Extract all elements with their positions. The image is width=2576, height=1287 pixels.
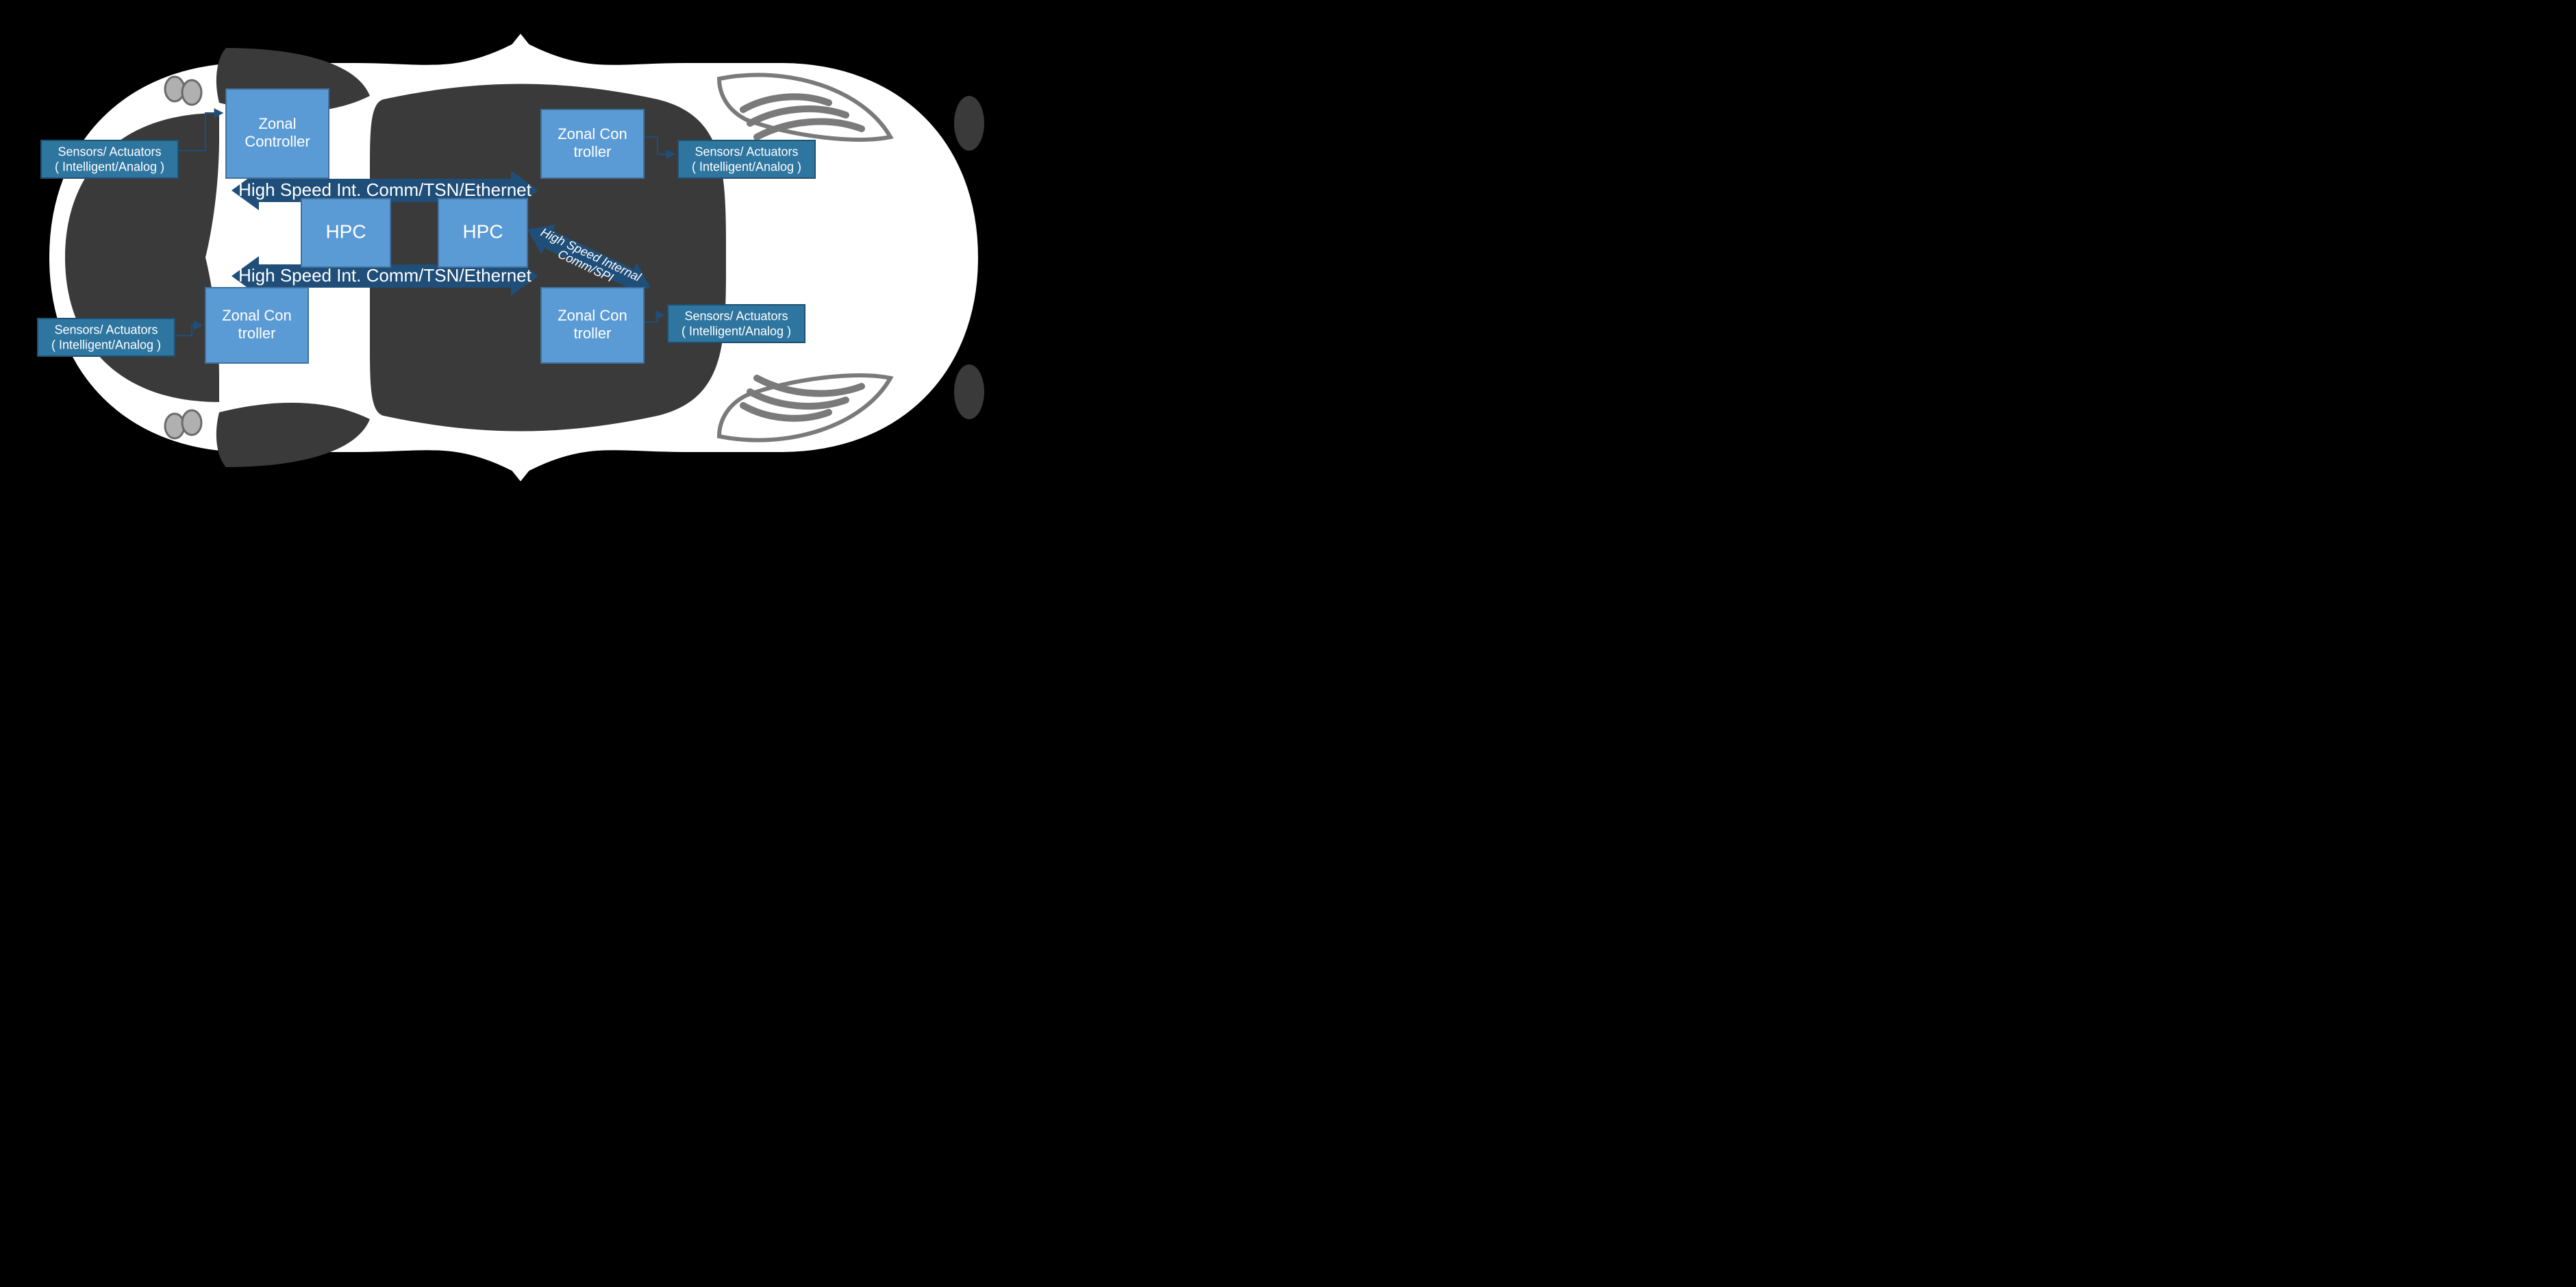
zc_tr-l1: Zonal Con bbox=[558, 125, 627, 142]
hpc1: HPC bbox=[301, 199, 390, 267]
sa_tr-l1: Sensors/ Actuators bbox=[695, 145, 798, 158]
sa_tr-l2: ( Intelligent/Analog ) bbox=[692, 160, 801, 173]
zc_tr-l2: troller bbox=[573, 143, 611, 160]
zc_bl-l1: Zonal Con bbox=[222, 307, 292, 324]
sa_br-l1: Sensors/ Actuators bbox=[684, 309, 788, 323]
bus-top-label: High Speed Int. Comm/TSN/Ethernet bbox=[238, 179, 532, 200]
sa_tl-l1: Sensors/ Actuators bbox=[58, 145, 161, 158]
zc_bl: Zonal Controller bbox=[205, 288, 308, 363]
sa_tr: Sensors/ Actuators ( Intelligent/Analog ) bbox=[678, 140, 815, 178]
zc_br-l1: Zonal Con bbox=[558, 307, 627, 324]
zc_tl-l2: Controller bbox=[245, 133, 310, 150]
zc_tr: Zonal Controller bbox=[541, 110, 644, 178]
sa_tl: Sensors/ Actuators ( Intelligent/Analog ) bbox=[41, 140, 178, 178]
hpc1-label: HPC bbox=[325, 221, 366, 242]
sa_bl-l2: ( Intelligent/Analog ) bbox=[51, 338, 161, 351]
zc_tl: ZonalController bbox=[226, 89, 329, 178]
sa_br-l2: ( Intelligent/Analog ) bbox=[681, 324, 791, 338]
zc_br-l2: troller bbox=[573, 325, 611, 342]
zc_bl-l2: troller bbox=[238, 325, 275, 342]
zc_br: Zonal Controller bbox=[541, 288, 644, 363]
zc_tl-l1: Zonal bbox=[258, 115, 296, 132]
bus-bot-label: High Speed Int. Comm/TSN/Ethernet bbox=[238, 265, 532, 286]
hpc2: HPC bbox=[438, 199, 527, 267]
sa_br: Sensors/ Actuators( Intelligent/Analog ) bbox=[668, 305, 805, 342]
hpc2-label: HPC bbox=[462, 221, 503, 242]
sa_tl-l2: ( Intelligent/Analog ) bbox=[55, 160, 164, 173]
sa_bl: Sensors/ Actuators ( Intelligent/Analog ) bbox=[38, 318, 175, 356]
sa_bl-l1: Sensors/ Actuators bbox=[54, 323, 158, 336]
